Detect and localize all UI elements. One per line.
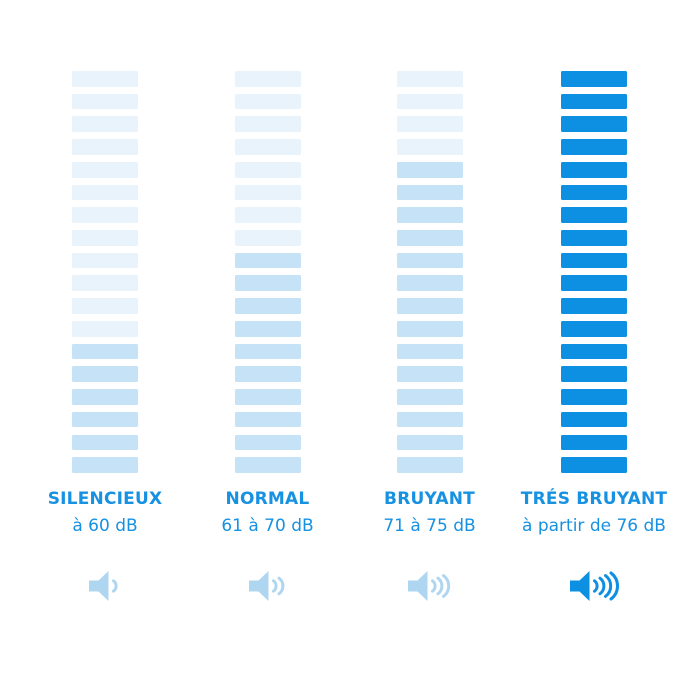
category-label: BRUYANT	[384, 489, 475, 509]
bar	[561, 93, 627, 110]
bar	[72, 139, 138, 155]
bar	[396, 389, 463, 405]
bar	[561, 207, 627, 223]
noise-level-column-bruyant: BRUYANT 71 à 75 dB	[345, 71, 515, 603]
bar	[234, 161, 301, 178]
bar	[234, 116, 301, 133]
bar	[396, 366, 463, 383]
bar	[234, 298, 301, 314]
bar	[72, 230, 138, 246]
category-label: SILENCIEUX	[47, 489, 163, 509]
speaker-volume-max-icon	[570, 571, 619, 601]
bar	[72, 275, 138, 292]
category-label: TRÉS BRUYANT	[520, 489, 668, 509]
bar	[234, 207, 301, 223]
bar-stack-bruyant	[396, 71, 463, 473]
bar	[234, 184, 301, 201]
bar	[396, 230, 463, 246]
bar	[72, 71, 138, 87]
noise-level-column-tres-bruyant: TRÉS BRUYANT à partir de 76 dB	[509, 71, 679, 603]
bar	[561, 366, 627, 383]
bar	[72, 207, 138, 223]
category-label: NORMAL	[225, 489, 310, 509]
noise-level-column-normal: NORMAL 61 à 70 dB	[183, 71, 353, 603]
bar	[561, 457, 627, 473]
bar	[234, 457, 301, 473]
bar	[72, 320, 138, 337]
bar	[72, 93, 138, 110]
bar	[396, 320, 463, 337]
bar	[72, 389, 138, 405]
bar	[234, 275, 301, 292]
bar	[396, 252, 463, 269]
bar	[396, 434, 463, 451]
bar	[561, 411, 627, 428]
bar	[561, 275, 627, 292]
bar	[561, 320, 627, 337]
bar	[234, 389, 301, 405]
bar	[561, 116, 627, 133]
bar	[561, 434, 627, 451]
speaker-volume-low-icon	[89, 571, 118, 601]
noise-level-column-silencieux: SILENCIEUX à 60 dB	[20, 71, 190, 603]
bar	[72, 434, 138, 451]
bar-stack-silencieux	[72, 71, 138, 473]
bar	[561, 230, 627, 246]
bar	[72, 366, 138, 383]
icon-wrap	[406, 569, 453, 603]
bar	[561, 389, 627, 405]
bar	[234, 71, 301, 87]
bar	[561, 71, 627, 87]
bar	[72, 457, 138, 473]
bar	[396, 161, 463, 178]
bar	[234, 366, 301, 383]
speaker-volume-medium-icon	[249, 571, 285, 601]
bar	[561, 252, 627, 269]
db-range-label: 71 à 75 dB	[383, 516, 476, 536]
bar	[396, 298, 463, 314]
bar	[234, 252, 301, 269]
bar	[561, 139, 627, 155]
bar	[72, 116, 138, 133]
bar	[234, 411, 301, 428]
bar	[561, 184, 627, 201]
speaker-volume-high-icon	[408, 571, 451, 601]
bar	[396, 275, 463, 292]
bar	[72, 161, 138, 178]
db-range-label: 61 à 70 dB	[221, 516, 314, 536]
bar	[396, 184, 463, 201]
bar	[396, 343, 463, 360]
icon-wrap	[87, 569, 123, 603]
bar	[234, 343, 301, 360]
bar	[234, 434, 301, 451]
bar	[234, 320, 301, 337]
bar	[72, 343, 138, 360]
bar	[72, 252, 138, 269]
bar	[72, 411, 138, 428]
bar	[561, 343, 627, 360]
bar-stack-normal	[234, 71, 301, 473]
icon-wrap	[568, 569, 620, 603]
bar	[396, 139, 463, 155]
bar	[234, 139, 301, 155]
bar	[396, 71, 463, 87]
bar	[396, 93, 463, 110]
db-range-label: à partir de 76 dB	[522, 516, 666, 536]
bar	[72, 298, 138, 314]
bar	[396, 116, 463, 133]
bar	[234, 93, 301, 110]
bar	[561, 161, 627, 178]
icon-wrap	[247, 569, 288, 603]
bar	[396, 207, 463, 223]
bar	[72, 184, 138, 201]
bar-stack-tres-bruyant	[561, 71, 627, 473]
bar	[396, 457, 463, 473]
bar	[396, 411, 463, 428]
bar	[561, 298, 627, 314]
db-range-label: à 60 dB	[72, 516, 138, 536]
bar	[234, 230, 301, 246]
